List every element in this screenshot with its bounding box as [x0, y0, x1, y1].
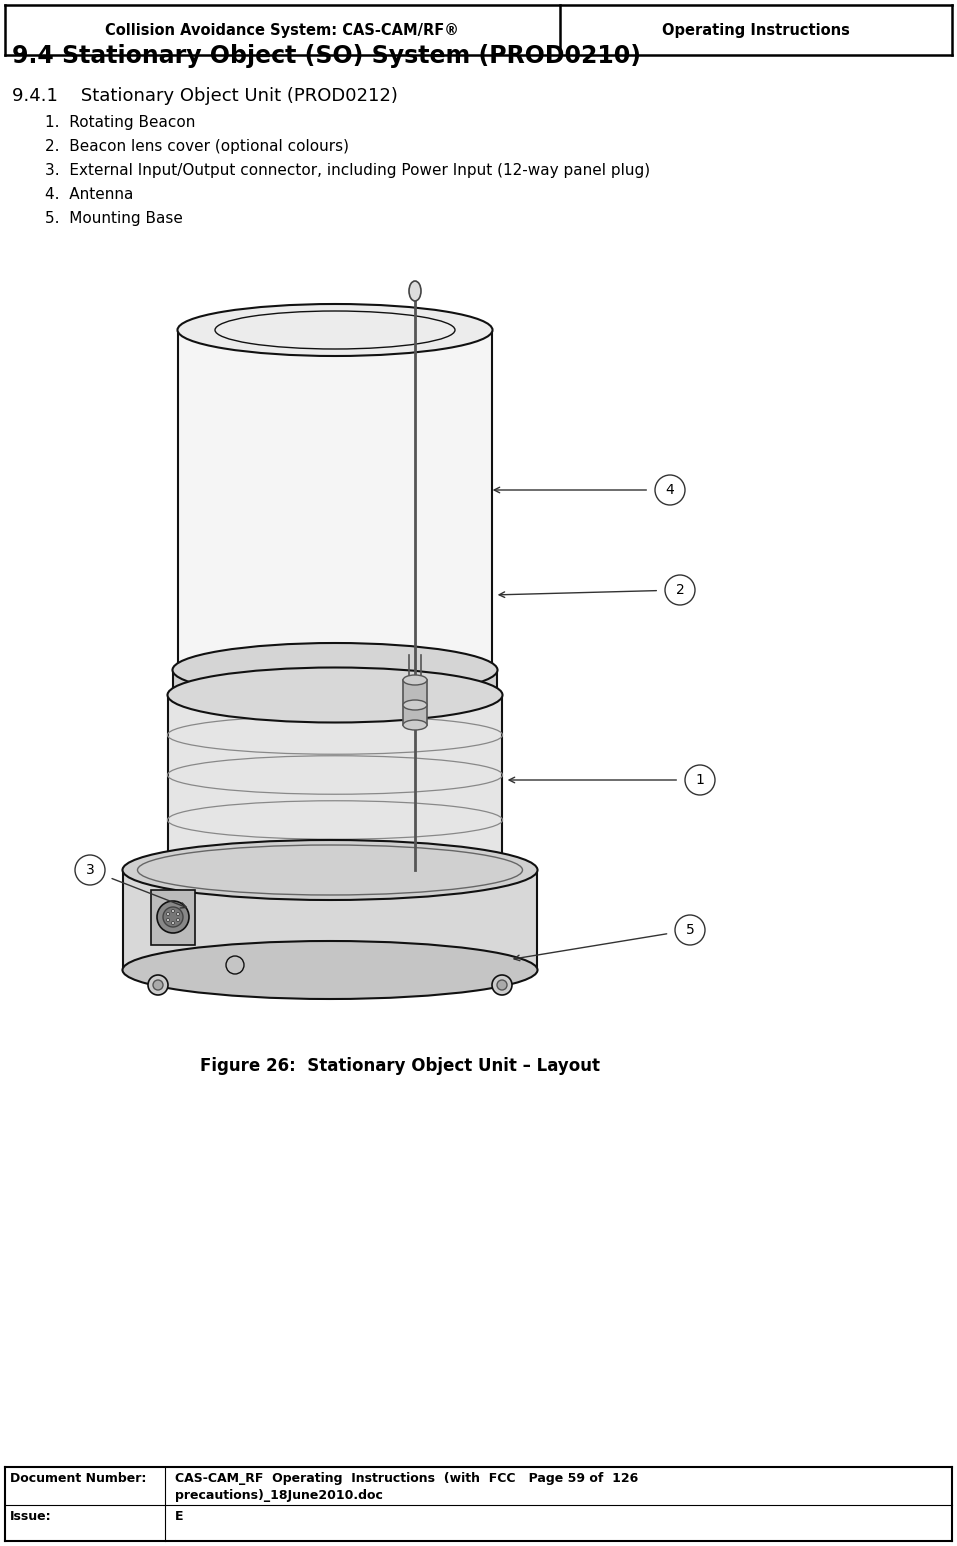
Bar	[403, 680, 427, 725]
Ellipse shape	[122, 839, 538, 900]
Circle shape	[655, 475, 685, 506]
Text: CAS-CAM_RF  Operating  Instructions  (with  FCC   Page 59 of  126: CAS-CAM_RF Operating Instructions (with …	[175, 1472, 638, 1486]
Text: 2: 2	[676, 583, 684, 597]
Circle shape	[497, 980, 507, 989]
Bar	[151, 890, 195, 945]
Circle shape	[675, 915, 705, 945]
Circle shape	[685, 765, 715, 795]
Circle shape	[176, 912, 180, 915]
Text: 3: 3	[85, 863, 95, 877]
Text: Document Number:: Document Number:	[10, 1472, 146, 1486]
Ellipse shape	[167, 843, 502, 898]
Text: 5.  Mounting Base: 5. Mounting Base	[45, 210, 183, 226]
Text: 4: 4	[666, 482, 675, 496]
Text: 9.4 Stationary Object (SO) System (PROD0210): 9.4 Stationary Object (SO) System (PROD0…	[12, 43, 641, 68]
Text: Collision Avoidance System: CAS-CAM/RF®: Collision Avoidance System: CAS-CAM/RF®	[105, 23, 459, 37]
Circle shape	[163, 908, 183, 928]
Text: Figure 26:  Stationary Object Unit – Layout: Figure 26: Stationary Object Unit – Layo…	[200, 1057, 600, 1074]
Ellipse shape	[177, 645, 493, 696]
Circle shape	[167, 912, 169, 915]
Circle shape	[148, 976, 168, 996]
Text: Operating Instructions: Operating Instructions	[662, 23, 850, 37]
Text: 1.  Rotating Beacon: 1. Rotating Beacon	[45, 114, 195, 130]
Ellipse shape	[403, 676, 427, 685]
Circle shape	[167, 918, 169, 921]
Ellipse shape	[409, 281, 421, 301]
Text: 9.4.1    Stationary Object Unit (PROD0212): 9.4.1 Stationary Object Unit (PROD0212)	[12, 87, 398, 105]
Circle shape	[171, 909, 174, 912]
Circle shape	[153, 980, 163, 989]
Text: 3.  External Input/Output connector, including Power Input (12-way panel plug): 3. External Input/Output connector, incl…	[45, 162, 650, 178]
Ellipse shape	[122, 942, 538, 999]
Text: 2.  Beacon lens cover (optional colours): 2. Beacon lens cover (optional colours)	[45, 139, 349, 155]
Ellipse shape	[403, 720, 427, 730]
Text: 4.  Antenna: 4. Antenna	[45, 187, 133, 203]
Circle shape	[176, 918, 180, 921]
Circle shape	[157, 901, 189, 932]
Ellipse shape	[172, 643, 498, 697]
Ellipse shape	[403, 700, 427, 710]
Ellipse shape	[177, 305, 493, 356]
Circle shape	[171, 921, 174, 925]
Circle shape	[665, 575, 695, 604]
Text: 1: 1	[696, 773, 704, 787]
Bar	[123, 870, 538, 969]
Bar	[178, 329, 493, 669]
Text: 5: 5	[685, 923, 695, 937]
Text: E: E	[175, 1510, 184, 1523]
Bar	[173, 669, 498, 696]
Ellipse shape	[167, 668, 502, 722]
Circle shape	[492, 976, 512, 996]
Bar	[168, 696, 503, 870]
Circle shape	[75, 855, 105, 884]
Text: precautions)_18June2010.doc: precautions)_18June2010.doc	[175, 1489, 383, 1503]
Text: Issue:: Issue:	[10, 1510, 52, 1523]
